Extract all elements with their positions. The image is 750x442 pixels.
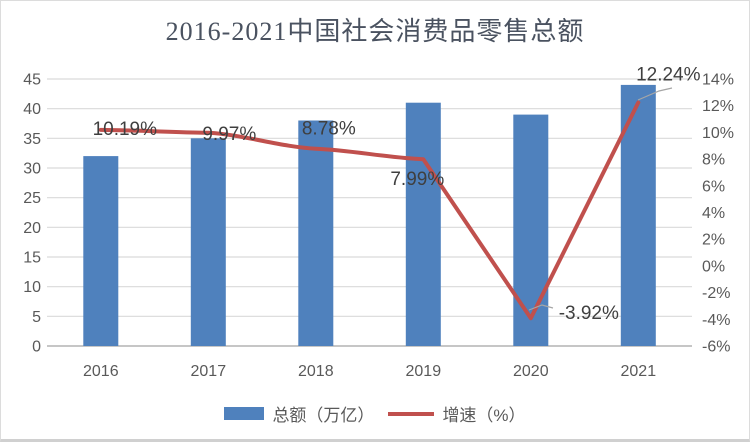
data-label: 10.19%: [93, 119, 158, 140]
bar-swatch-icon: [224, 407, 265, 420]
bar-2017: [190, 138, 226, 346]
y2-axis-label: -4%: [702, 312, 730, 329]
chart-title: 2016-2021中国社会消费品零售总额: [165, 17, 585, 46]
line-swatch-icon: [388, 411, 435, 416]
growth-line: [98, 100, 641, 321]
legend-label-total: 总额（万亿）: [272, 406, 375, 425]
data-label: 8.78%: [302, 119, 356, 140]
x-axis-label: 2018: [298, 363, 334, 380]
data-label: 9.97%: [202, 124, 256, 145]
y-axis-label: 25: [23, 190, 41, 207]
data-label: 7.99%: [390, 169, 444, 190]
leader-line: [637, 87, 673, 101]
y2-axis-label: -2%: [702, 285, 730, 302]
bar-2019: [405, 102, 441, 346]
x-axis-label: 2021: [621, 363, 657, 380]
x-axis-label: 2019: [406, 363, 442, 380]
y-axis-label: 20: [23, 220, 41, 237]
y2-axis-label: 12%: [702, 98, 734, 115]
chart-legend: 总额（万亿） 增速（%）: [1, 401, 749, 426]
y2-axis-label: 0%: [702, 258, 725, 275]
y-axis-label: 15: [23, 250, 41, 267]
bar-2018: [298, 120, 334, 346]
y-axis-label: 35: [23, 131, 41, 148]
y2-axis-label: 6%: [702, 178, 725, 195]
legend-item-total: 总额（万亿）: [224, 401, 374, 426]
data-label: 12.24%: [636, 65, 701, 86]
y2-axis-label: 4%: [702, 205, 725, 222]
legend-label-growth: 增速（%）: [442, 406, 526, 425]
bar-2016: [83, 156, 119, 346]
data-label: -3.92%: [559, 303, 619, 324]
y-axis-label: 10: [23, 279, 41, 296]
x-axis-label: 2017: [191, 363, 227, 380]
x-axis-label: 2020: [513, 363, 549, 380]
y2-axis-label: 2%: [702, 232, 725, 249]
leader-line: [528, 304, 554, 311]
y-axis-label: 30: [23, 161, 41, 178]
legend-item-growth: 增速（%）: [388, 401, 526, 426]
y2-axis-label: 10%: [702, 125, 734, 142]
y2-axis-label: 8%: [702, 152, 725, 169]
y2-axis-label: 14%: [702, 72, 734, 89]
y-axis-label: 45: [23, 72, 41, 89]
y-axis-label: 5: [32, 309, 41, 326]
y2-axis-label: -6%: [702, 339, 730, 356]
x-axis-label: 2016: [83, 363, 119, 380]
y-axis-label: 0: [32, 339, 41, 356]
bar-2020: [513, 114, 549, 346]
y-axis-label: 40: [23, 101, 41, 118]
